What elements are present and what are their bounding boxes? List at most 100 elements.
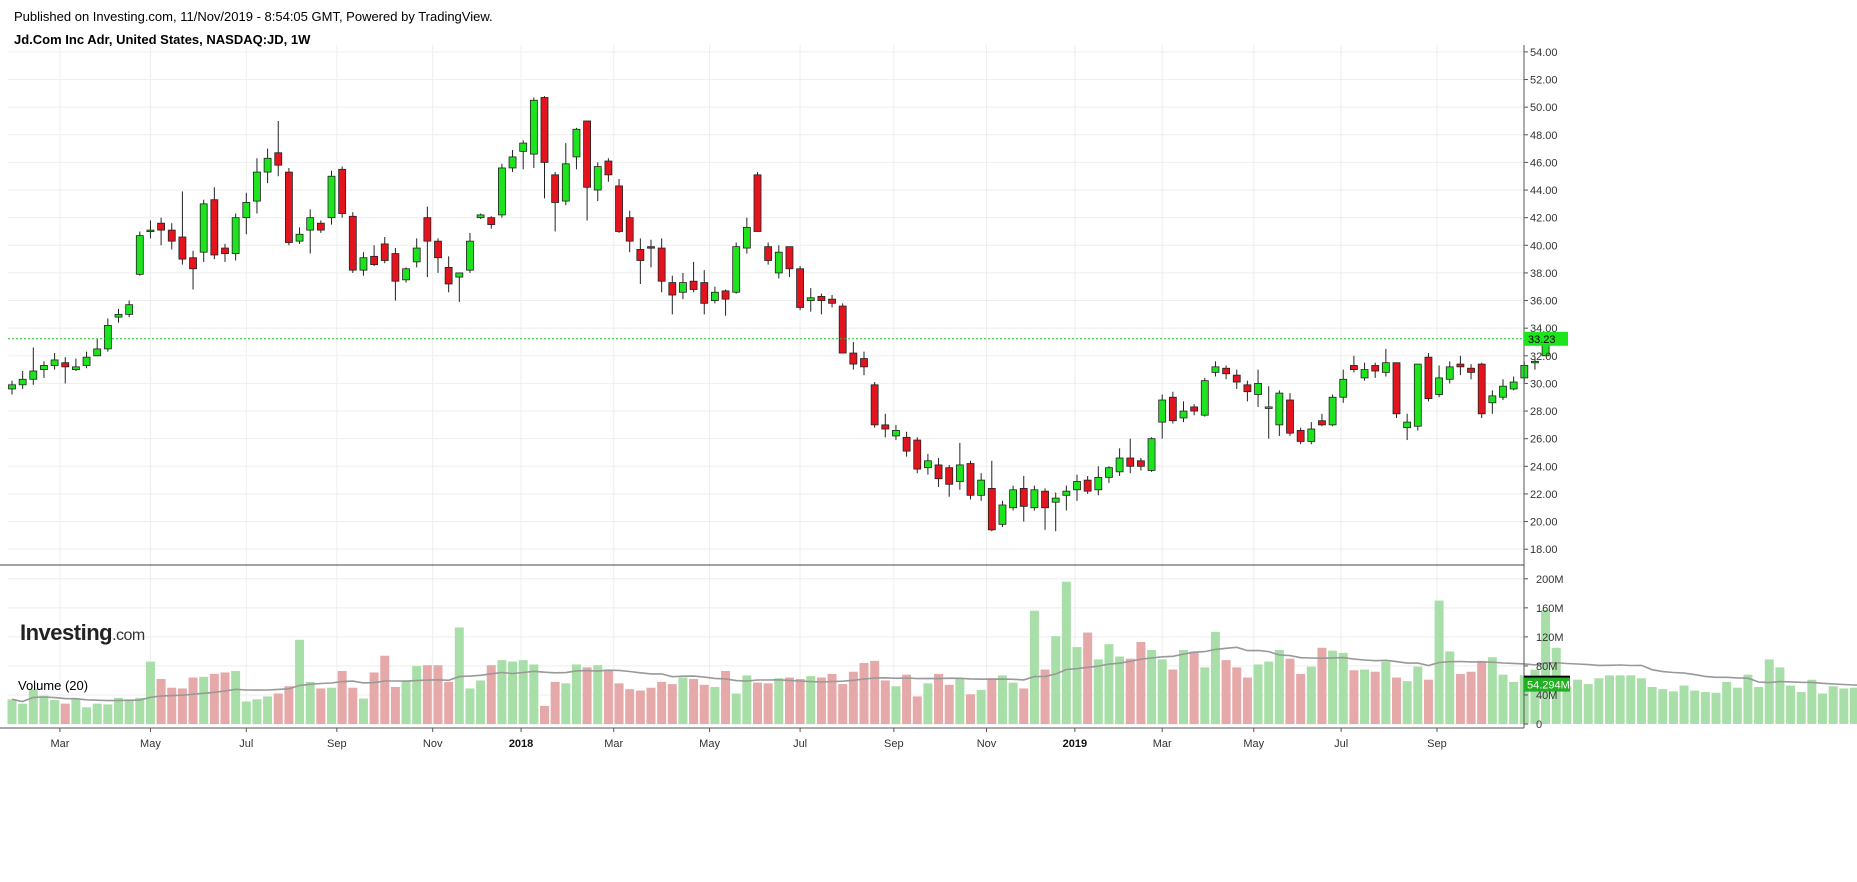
volume-bar xyxy=(401,680,411,724)
volume-bar xyxy=(582,667,592,724)
candle-body xyxy=(348,215,357,271)
volume-bar xyxy=(231,671,241,724)
volume-bar xyxy=(1509,681,1519,724)
candle xyxy=(1318,413,1326,427)
volume-bar xyxy=(1754,686,1764,724)
candle xyxy=(1222,365,1230,380)
volume-bar xyxy=(305,681,315,724)
candle xyxy=(253,158,261,214)
candle xyxy=(796,266,804,311)
volume-bar xyxy=(7,699,17,724)
candle-body xyxy=(1083,479,1092,492)
price-tick-label: 44.00 xyxy=(1530,185,1558,197)
candle xyxy=(72,358,80,371)
candle-body xyxy=(29,370,38,380)
candle xyxy=(742,217,751,254)
volume-bar xyxy=(1732,687,1742,724)
candle-body xyxy=(625,217,634,242)
volume-bar xyxy=(103,704,113,724)
volume-bar xyxy=(380,655,390,724)
volume-bar xyxy=(1487,657,1497,724)
candle-body xyxy=(593,166,602,191)
volume-bar xyxy=(145,661,155,724)
candle-body xyxy=(1424,356,1433,400)
candle xyxy=(210,187,219,260)
candle xyxy=(892,424,900,441)
volume-bar xyxy=(1786,685,1796,724)
candle xyxy=(434,238,442,273)
candle-body xyxy=(1094,476,1103,491)
candle-body xyxy=(1531,360,1539,364)
candle-body xyxy=(18,378,27,386)
volume-bar xyxy=(987,678,997,724)
candle-body xyxy=(466,240,474,271)
volume-bar xyxy=(358,698,368,724)
candle xyxy=(870,382,879,428)
volume-bar xyxy=(955,678,965,724)
candle-body xyxy=(1243,384,1252,393)
volume-bar xyxy=(167,687,177,724)
candle xyxy=(348,212,357,273)
volume-bar xyxy=(1615,675,1625,724)
time-tick-label: 2018 xyxy=(509,738,533,750)
candle xyxy=(338,166,347,218)
candle xyxy=(1509,376,1518,391)
candle-body xyxy=(221,247,229,254)
candle-body xyxy=(1062,490,1071,496)
volume-bar xyxy=(838,684,848,724)
candle xyxy=(1350,355,1358,373)
volume-bar xyxy=(806,676,816,724)
volume-bar xyxy=(667,684,677,724)
candle-body xyxy=(434,240,442,259)
candle-body xyxy=(924,460,932,469)
volume-bar xyxy=(124,699,134,724)
volume-bar xyxy=(284,686,294,724)
price-tick-label: 30.00 xyxy=(1530,378,1558,390)
volume-bar xyxy=(689,678,699,724)
volume-bar xyxy=(1636,678,1646,724)
time-tick-label: Sep xyxy=(1427,738,1447,750)
volume-bar xyxy=(1360,669,1370,724)
candle xyxy=(82,351,91,369)
candle xyxy=(189,250,197,290)
volume-bar xyxy=(1104,644,1114,724)
volume-bar xyxy=(1147,649,1157,724)
candle xyxy=(476,213,485,220)
candle-body xyxy=(412,247,421,263)
volume-bar xyxy=(327,687,336,724)
volume-tick-label: 120M xyxy=(1536,632,1564,644)
candle xyxy=(497,163,506,218)
candle xyxy=(1115,448,1124,476)
candle-body xyxy=(838,305,847,354)
volume-bar xyxy=(976,689,986,724)
volume-bar xyxy=(1051,636,1061,724)
candle-body xyxy=(817,296,826,301)
candle-body xyxy=(391,253,400,282)
volume-bar xyxy=(1626,675,1636,724)
price-tick-label: 24.00 xyxy=(1530,461,1558,473)
candle-body xyxy=(1158,399,1167,423)
volume-bar xyxy=(1573,679,1583,724)
candle xyxy=(881,413,890,438)
candle-body xyxy=(700,282,709,304)
volume-bar xyxy=(1700,692,1710,724)
price-tick-label: 42.00 xyxy=(1530,213,1558,225)
candle-body xyxy=(1126,457,1135,467)
time-tick-label: 2019 xyxy=(1063,738,1087,750)
candle xyxy=(593,162,602,202)
candle-body xyxy=(359,257,368,271)
candle xyxy=(146,220,155,239)
volume-bar xyxy=(1274,649,1284,724)
candle xyxy=(689,261,698,293)
candle-body xyxy=(1275,392,1284,426)
candle xyxy=(8,380,16,395)
volume-bar xyxy=(1455,673,1465,724)
candle xyxy=(93,339,102,357)
candle-body xyxy=(732,246,741,293)
volume-bar xyxy=(1168,669,1178,724)
candle xyxy=(284,167,293,246)
candle xyxy=(987,460,996,532)
candle-body xyxy=(913,439,922,470)
time-tick-label: Mar xyxy=(50,738,69,750)
